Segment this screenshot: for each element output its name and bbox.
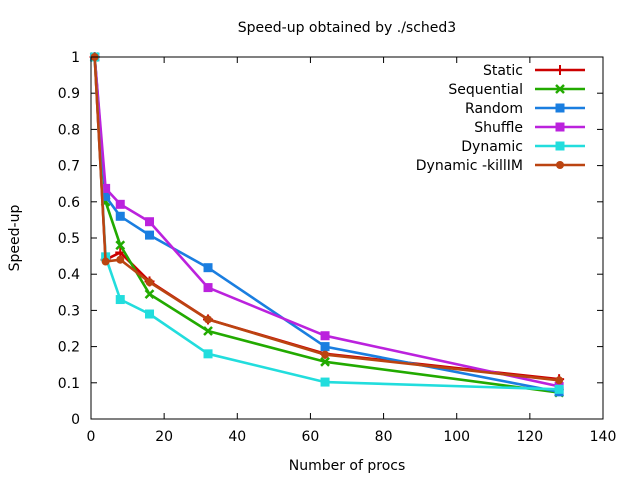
legend-entry: Random: [465, 101, 585, 117]
y-tick-label: 0.1: [58, 376, 80, 392]
legend-label: Random: [465, 101, 523, 117]
x-tick-label: 100: [443, 429, 470, 445]
data-point: [320, 342, 330, 352]
legend-entry: Static: [483, 63, 585, 79]
legend-label: Dynamic: [461, 139, 523, 155]
legend-entry: Shuffle: [474, 120, 585, 136]
data-point: [115, 295, 125, 305]
data-point: [204, 315, 213, 324]
series-dynamic-killim: [90, 53, 564, 385]
legend-marker: [555, 103, 565, 113]
legend-label: Static: [483, 63, 523, 79]
data-point: [555, 376, 564, 385]
y-axis-label: Speed-up: [7, 205, 23, 272]
y-tick-label: 0: [71, 412, 80, 428]
data-point: [101, 183, 111, 193]
y-tick-label: 0.8: [58, 122, 80, 138]
chart-title: Speed-up obtained by ./sched3: [238, 20, 456, 36]
y-tick-label: 0.3: [58, 303, 80, 319]
x-axis-label: Number of procs: [289, 458, 406, 474]
data-point: [321, 350, 330, 359]
data-point: [203, 263, 213, 273]
y-tick-label: 1: [71, 50, 80, 66]
data-point: [203, 326, 213, 336]
y-tick-label: 0.9: [58, 86, 80, 102]
data-point: [203, 349, 213, 359]
legend-label: Sequential: [448, 82, 523, 98]
legend-entry: Sequential: [448, 82, 585, 98]
data-point: [145, 217, 155, 227]
x-tick-label: 60: [302, 429, 320, 445]
legend-label: Shuffle: [474, 120, 523, 136]
data-point: [101, 257, 110, 266]
y-tick-label: 0.6: [58, 195, 80, 211]
x-tick-label: 80: [375, 429, 393, 445]
legend-marker: [556, 161, 564, 169]
legend-entry: Dynamic: [461, 139, 585, 155]
legend-marker: [555, 141, 565, 151]
data-point: [115, 211, 125, 221]
data-point: [144, 289, 155, 299]
data-point: [145, 309, 155, 319]
data-point: [115, 199, 125, 209]
x-tick-label: 140: [590, 429, 617, 445]
data-point: [116, 255, 125, 264]
data-point: [115, 240, 126, 251]
legend-marker: [555, 84, 565, 94]
x-tick-label: 20: [155, 429, 173, 445]
plot-frame: [90, 56, 604, 420]
data-point: [554, 384, 564, 394]
y-tick-label: 0.7: [58, 159, 80, 175]
data-point: [203, 283, 213, 293]
legend-entry: Dynamic -killIM: [416, 158, 585, 174]
x-tick-label: 40: [228, 429, 246, 445]
data-point: [320, 356, 330, 367]
legend: Static Sequential Random Shuffle Dynamic Dyna…: [416, 63, 585, 174]
data-point: [320, 331, 330, 341]
x-tick-label: 120: [516, 429, 543, 445]
axis-ticks: 0 20 40 60 80 100 120 140 0 0.1 0.2 0.3 0.4 0.5 0.6 0.7…: [58, 50, 617, 445]
x-tick-label: 0: [87, 429, 96, 445]
data-point: [145, 278, 154, 287]
y-tick-label: 0.5: [58, 231, 80, 247]
series-layer: [89, 52, 565, 398]
data-point: [320, 377, 330, 387]
legend-marker: [555, 65, 565, 75]
legend-label: Dynamic -killIM: [416, 158, 523, 174]
legend-marker: [555, 122, 565, 132]
y-tick-label: 0.2: [58, 340, 80, 356]
y-tick-label: 0.4: [58, 267, 80, 283]
data-point: [145, 230, 155, 240]
data-point: [101, 191, 111, 201]
